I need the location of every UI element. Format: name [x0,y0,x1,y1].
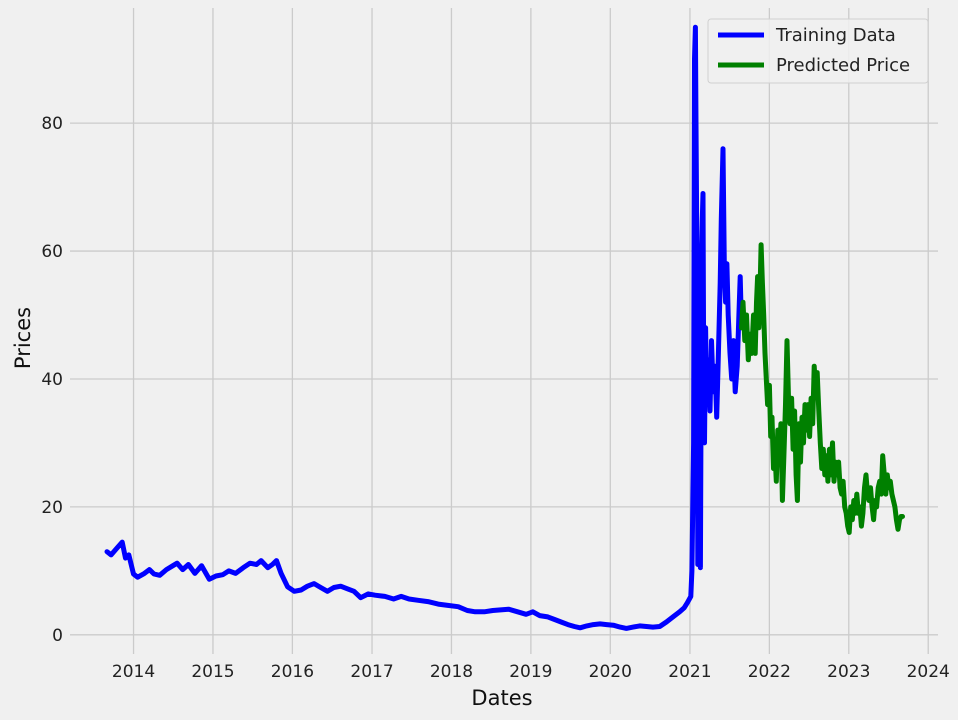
grid-lines [70,8,938,654]
y-tick-label-40: 40 [41,370,63,390]
x-axis-title: Dates [471,686,532,710]
legend-label-training-data: Training Data [775,25,896,46]
y-axis-title: Prices [11,307,35,369]
series-line-training-data [104,24,744,631]
x-tick-label-2021: 2021 [668,662,711,682]
x-tick-label-2019: 2019 [509,662,552,682]
x-tick-label-2020: 2020 [589,662,632,682]
legend-label-predicted-price: Predicted Price [776,55,910,76]
y-axis-ticks: 0 20 40 60 80 [41,114,63,646]
series-line-predicted-price [739,242,905,535]
x-tick-label-2022: 2022 [748,662,791,682]
y-tick-label-60: 60 [41,242,63,262]
x-axis-ticks: 2014 2015 2016 2017 2018 2019 2020 2021 2022 2023… [112,662,950,682]
y-tick-label-80: 80 [41,114,63,134]
x-tick-label-2017: 2017 [350,662,393,682]
series-layer [104,24,905,631]
legend: Training Data Predicted Price [707,18,929,84]
y-tick-label-20: 20 [41,498,63,518]
x-tick-label-2024: 2024 [907,662,950,682]
x-tick-label-2018: 2018 [430,662,473,682]
x-tick-label-2016: 2016 [271,662,314,682]
y-tick-label-0: 0 [52,626,63,646]
x-tick-label-2023: 2023 [827,662,870,682]
x-tick-label-2015: 2015 [191,662,234,682]
x-tick-label-2014: 2014 [112,662,155,682]
